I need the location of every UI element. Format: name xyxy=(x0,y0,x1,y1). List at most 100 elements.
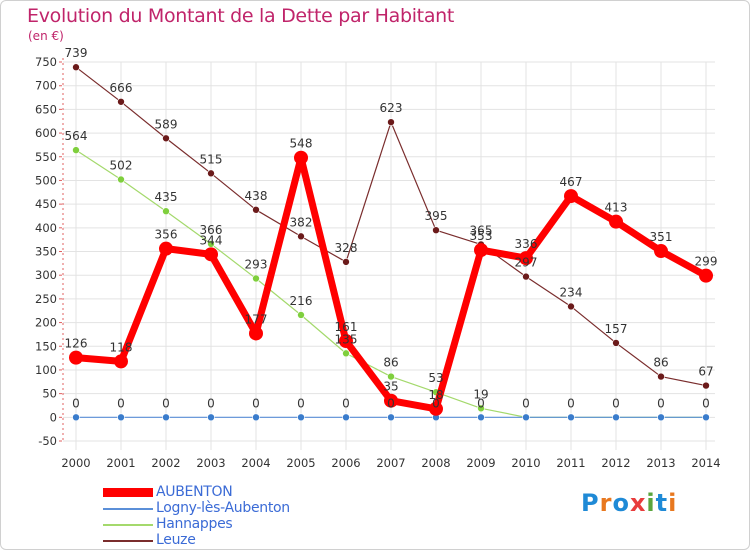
series-point xyxy=(249,326,263,341)
data-label: 293 xyxy=(245,258,268,272)
series-point xyxy=(162,134,170,143)
series-point xyxy=(702,381,710,390)
series-point xyxy=(342,413,350,422)
y-tick-label: 350 xyxy=(35,245,57,259)
series-point xyxy=(339,334,353,349)
data-label: 18 xyxy=(428,388,443,402)
data-label: 0 xyxy=(477,396,485,410)
data-label: 157 xyxy=(605,322,628,336)
data-label: 351 xyxy=(650,230,673,244)
logo-letter: i xyxy=(646,489,656,517)
data-label: 328 xyxy=(335,241,358,255)
data-label: 53 xyxy=(428,371,443,385)
series-point xyxy=(522,272,530,281)
legend-swatch-aubenton xyxy=(103,488,153,497)
x-tick-label: 2001 xyxy=(106,456,135,470)
series-point xyxy=(207,413,215,422)
series-point xyxy=(252,206,260,214)
x-tick-label: 2014 xyxy=(691,456,720,470)
x-tick-label: 2002 xyxy=(151,456,180,470)
y-tick-label: -50 xyxy=(38,434,57,448)
data-label: 589 xyxy=(155,117,178,131)
x-tick-label: 2010 xyxy=(511,456,540,470)
data-label: 564 xyxy=(65,129,88,143)
y-tick-label: 400 xyxy=(35,221,57,235)
data-label: 395 xyxy=(425,209,448,223)
legend-label-hannappes: Hannappes xyxy=(156,516,233,532)
data-label: 382 xyxy=(290,215,313,229)
x-tick-label: 2012 xyxy=(601,456,630,470)
series-point xyxy=(654,244,668,259)
y-tick-label: 450 xyxy=(35,197,57,211)
y-tick-label: 100 xyxy=(35,363,57,377)
logo-letter: r xyxy=(599,489,613,517)
data-label: 366 xyxy=(200,223,223,237)
x-tick-label: 2009 xyxy=(466,456,495,470)
series-point xyxy=(207,169,215,178)
series-point xyxy=(702,413,710,422)
series-point xyxy=(474,243,488,258)
series-point xyxy=(384,393,398,408)
series-point xyxy=(432,226,440,234)
x-tick-label: 2006 xyxy=(331,456,360,470)
series-point xyxy=(297,413,305,422)
series-point xyxy=(342,349,350,358)
data-label: 0 xyxy=(387,396,395,410)
data-label: 135 xyxy=(335,332,358,346)
data-label: 0 xyxy=(612,396,620,410)
series-point xyxy=(294,150,308,165)
data-label: 438 xyxy=(245,189,268,203)
data-label: 161 xyxy=(335,320,358,334)
data-label: 35 xyxy=(383,380,398,394)
series-point xyxy=(387,118,395,126)
proxiti-logo: Proxiti xyxy=(581,489,677,517)
series-point xyxy=(297,311,305,319)
series-point xyxy=(387,372,395,381)
series-point xyxy=(567,302,575,311)
series-point xyxy=(342,258,350,266)
chart-unit-label: (en €) xyxy=(28,29,64,43)
data-label: 344 xyxy=(200,233,223,247)
series-point xyxy=(297,232,305,241)
data-label: 413 xyxy=(605,201,628,215)
legend-swatch-logny xyxy=(103,508,153,510)
data-label: 0 xyxy=(117,396,125,410)
data-label: 666 xyxy=(110,81,133,95)
data-label: 216 xyxy=(290,294,313,308)
legend-label-logny: Logny-lès-Aubenton xyxy=(156,500,290,516)
data-label: 0 xyxy=(297,396,305,410)
x-tick-label: 2005 xyxy=(286,456,315,470)
series-point xyxy=(657,372,665,381)
data-label: 299 xyxy=(695,255,718,269)
series-point xyxy=(117,97,125,106)
data-label: 0 xyxy=(72,396,80,410)
series-point xyxy=(114,354,128,369)
data-label: 0 xyxy=(342,396,350,410)
series-point xyxy=(612,413,620,422)
data-label: 353 xyxy=(470,229,493,243)
legend-swatch-hannappes xyxy=(103,524,153,526)
data-label: 0 xyxy=(702,396,710,410)
series-point xyxy=(162,413,170,422)
data-label: 0 xyxy=(162,396,170,410)
series-point xyxy=(387,413,395,422)
data-label: 0 xyxy=(432,396,440,410)
series-point xyxy=(72,146,80,154)
data-label: 623 xyxy=(380,101,403,115)
data-label: 126 xyxy=(65,337,88,351)
x-tick-label: 2008 xyxy=(421,456,450,470)
y-tick-label: 600 xyxy=(35,126,57,140)
x-tick-label: 2011 xyxy=(556,456,585,470)
logo-letter: t xyxy=(655,489,669,517)
series-point xyxy=(522,413,530,422)
chart-title: Evolution du Montant de la Dette par Hab… xyxy=(27,5,455,27)
series-point xyxy=(429,401,443,416)
y-tick-label: 750 xyxy=(35,55,57,69)
series-point xyxy=(159,241,173,256)
data-label: 86 xyxy=(383,356,398,370)
x-tick-label: 2003 xyxy=(196,456,225,470)
data-label: 548 xyxy=(290,137,313,151)
x-tick-label: 2013 xyxy=(646,456,675,470)
series-point xyxy=(609,214,623,229)
series-point xyxy=(72,413,80,422)
